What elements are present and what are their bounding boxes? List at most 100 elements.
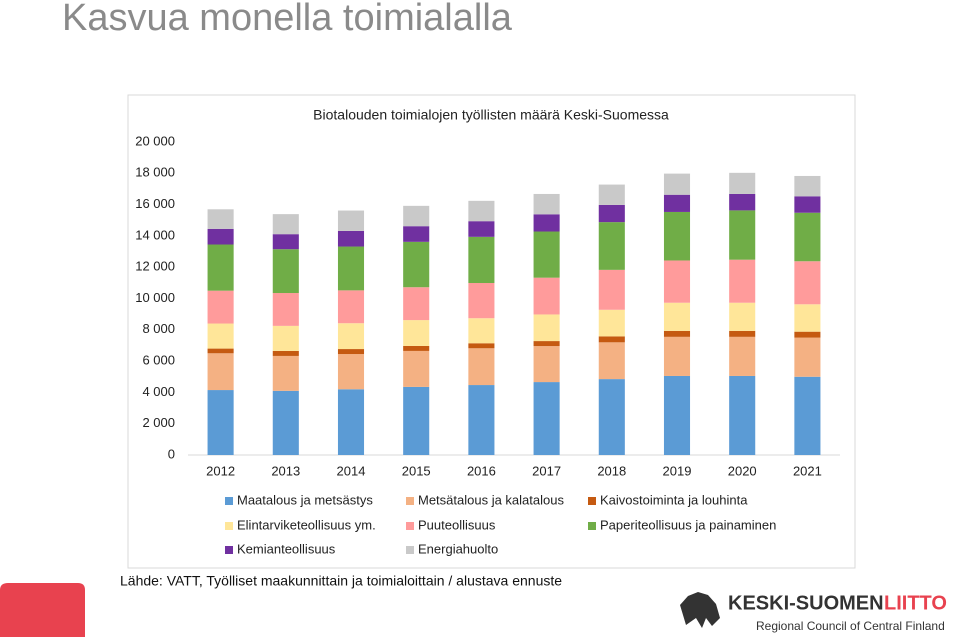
bar-segment xyxy=(729,193,756,211)
bar-segment xyxy=(207,228,234,245)
bar-segment xyxy=(337,210,365,231)
bar-segment xyxy=(533,341,560,347)
source: Lähde: VATT, Työlliset maakunnittain ja … xyxy=(120,573,562,589)
bar-segment xyxy=(403,241,430,288)
bar-segment xyxy=(794,331,821,338)
logo: KESKI-SUOMEN LIITTO Regional Council of … xyxy=(680,592,947,633)
legend-swatch xyxy=(225,522,233,530)
legend-swatch xyxy=(406,546,414,554)
x-tick-label: 2016 xyxy=(467,463,496,478)
legend-label: Energiahuolto xyxy=(418,541,498,556)
bar-segment xyxy=(729,302,756,331)
bar-segment xyxy=(598,184,625,205)
legend-label: Metsätalous ja kalatalous xyxy=(418,492,564,507)
bar-segment xyxy=(729,336,756,376)
bar-segment xyxy=(403,205,430,227)
bar-segment xyxy=(794,376,821,455)
x-tick-label: 2015 xyxy=(402,463,431,478)
bar-segment xyxy=(729,330,756,337)
bar-segment xyxy=(468,236,495,284)
bar-segment xyxy=(598,342,625,380)
bar-segment xyxy=(468,318,495,344)
bar-segment xyxy=(468,200,495,222)
logo-accent: LIITTO xyxy=(884,592,947,614)
bar-segment xyxy=(207,353,234,391)
bar-segment xyxy=(533,231,560,278)
bar-segment xyxy=(598,269,625,310)
bar-segment xyxy=(337,290,365,324)
bar-segment xyxy=(663,211,691,261)
bar-segment xyxy=(468,221,495,237)
bar-segment xyxy=(663,330,691,337)
bar-segment xyxy=(403,226,430,242)
bar-segment xyxy=(403,345,430,351)
bar-segment xyxy=(207,323,234,349)
legend-label: Kemianteollisuus xyxy=(237,541,336,556)
legend-label: Maatalous ja metsästys xyxy=(237,492,373,507)
bar-segment xyxy=(403,287,430,321)
bar-segment xyxy=(272,355,299,391)
x-tick-label: 2017 xyxy=(532,463,561,478)
bar-segment xyxy=(598,309,625,337)
bar-segment xyxy=(337,349,365,355)
y-tick-label: 18 000 xyxy=(135,165,175,180)
legend-label: Paperiteollisuus ja painaminen xyxy=(600,517,776,532)
y-tick-label: 4 000 xyxy=(142,384,175,399)
y-tick-label: 0 xyxy=(168,446,175,461)
bar-segment xyxy=(794,304,821,332)
y-tick-label: 2 000 xyxy=(142,415,175,430)
bar-segment xyxy=(337,246,365,291)
bar-segment xyxy=(663,302,691,331)
bar-segment xyxy=(598,204,625,223)
y-tick-label: 8 000 xyxy=(142,321,175,336)
bar-segment xyxy=(207,209,234,229)
x-tick-label: 2021 xyxy=(793,463,822,478)
bar-segment xyxy=(272,325,299,351)
bar-segment xyxy=(794,196,821,213)
y-tick-label: 14 000 xyxy=(135,227,175,242)
logo-name: KESKI-SUOMEN xyxy=(728,592,884,614)
bar-segment xyxy=(272,350,299,356)
bar-segment xyxy=(403,386,430,455)
bar-segment xyxy=(468,348,495,386)
bar-segment xyxy=(272,214,299,235)
legend-swatch xyxy=(225,546,233,554)
bar-segment xyxy=(598,222,625,270)
bar-segment xyxy=(663,375,691,455)
bar-segment xyxy=(598,379,625,455)
legend-swatch xyxy=(406,497,414,505)
bar-segment xyxy=(533,346,560,383)
y-tick-label: 10 000 xyxy=(135,290,175,305)
legend-label: Kaivostoiminta ja louhinta xyxy=(600,492,748,507)
y-tick-label: 6 000 xyxy=(142,353,175,368)
y-tick-label: 20 000 xyxy=(135,133,175,148)
bar-segment xyxy=(663,173,691,195)
bar-segment xyxy=(207,348,234,354)
bar-segment xyxy=(272,390,299,455)
decoration xyxy=(0,583,85,637)
legend-swatch xyxy=(406,522,414,530)
y-tick-label: 16 000 xyxy=(135,196,175,211)
bar-segment xyxy=(794,212,821,262)
logo-bird xyxy=(680,592,720,628)
legend-swatch xyxy=(225,497,233,505)
bar-segment xyxy=(403,320,430,346)
bar-segment xyxy=(663,260,691,303)
bar-segment xyxy=(337,230,365,247)
bar-segment xyxy=(794,261,821,305)
bar-segment xyxy=(272,234,299,250)
bar-segment xyxy=(663,194,691,212)
x-tick-label: 2019 xyxy=(663,463,692,478)
bar-segment xyxy=(207,390,234,455)
bar-segment xyxy=(272,293,299,326)
x-tick-label: 2020 xyxy=(728,463,757,478)
bar-segment xyxy=(533,382,560,455)
x-tick-label: 2014 xyxy=(337,463,366,478)
bar-segment xyxy=(794,175,821,197)
y-tick-label: 12 000 xyxy=(135,259,175,274)
bar-segment xyxy=(729,172,756,194)
legend-swatch xyxy=(588,522,596,530)
bar-segment xyxy=(337,389,365,455)
x-tick-label: 2013 xyxy=(271,463,300,478)
